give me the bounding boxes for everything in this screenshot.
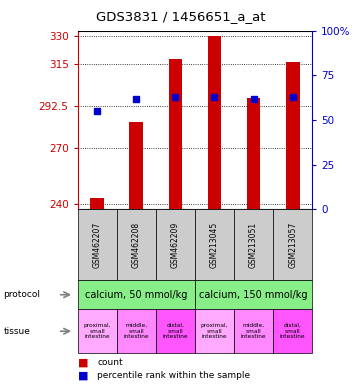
Text: GSM462207: GSM462207 (93, 222, 102, 268)
Text: middle,
small
intestine: middle, small intestine (123, 323, 149, 339)
Bar (169, 59, 182, 209)
Bar (273, 309, 312, 353)
Text: proximal,
small
intestine: proximal, small intestine (201, 323, 228, 339)
Text: calcium, 50 mmol/kg: calcium, 50 mmol/kg (85, 290, 187, 300)
Bar (195, 309, 234, 353)
Bar (234, 309, 273, 353)
Text: percentile rank within the sample: percentile rank within the sample (97, 371, 251, 380)
Bar (195, 209, 234, 280)
Text: middle,
small
intestine: middle, small intestine (241, 323, 266, 339)
Text: count: count (97, 358, 123, 367)
Text: ■: ■ (78, 358, 88, 368)
Bar (273, 209, 312, 280)
Text: protocol: protocol (4, 290, 40, 299)
Bar (195, 280, 312, 309)
Bar (117, 209, 156, 280)
Bar (156, 309, 195, 353)
Bar (208, 36, 221, 209)
Bar (286, 62, 300, 209)
Text: GSM462209: GSM462209 (171, 222, 180, 268)
Text: ■: ■ (78, 371, 88, 381)
Text: distal,
small
intestine: distal, small intestine (162, 323, 188, 339)
Text: GDS3831 / 1456651_a_at: GDS3831 / 1456651_a_at (96, 10, 265, 23)
Bar (78, 209, 117, 280)
Text: GSM462208: GSM462208 (132, 222, 141, 268)
Bar (156, 209, 195, 280)
Bar (117, 309, 156, 353)
Bar (78, 280, 195, 309)
Text: GSM213057: GSM213057 (288, 222, 297, 268)
Text: proximal,
small
intestine: proximal, small intestine (83, 323, 111, 339)
Bar (90, 198, 104, 209)
Bar (234, 209, 273, 280)
Text: tissue: tissue (4, 327, 30, 336)
Text: calcium, 150 mmol/kg: calcium, 150 mmol/kg (199, 290, 308, 300)
Text: distal,
small
intestine: distal, small intestine (280, 323, 305, 339)
Bar (247, 98, 260, 209)
Text: GSM213045: GSM213045 (210, 222, 219, 268)
Bar (130, 122, 143, 209)
Text: GSM213051: GSM213051 (249, 222, 258, 268)
Bar (78, 309, 117, 353)
